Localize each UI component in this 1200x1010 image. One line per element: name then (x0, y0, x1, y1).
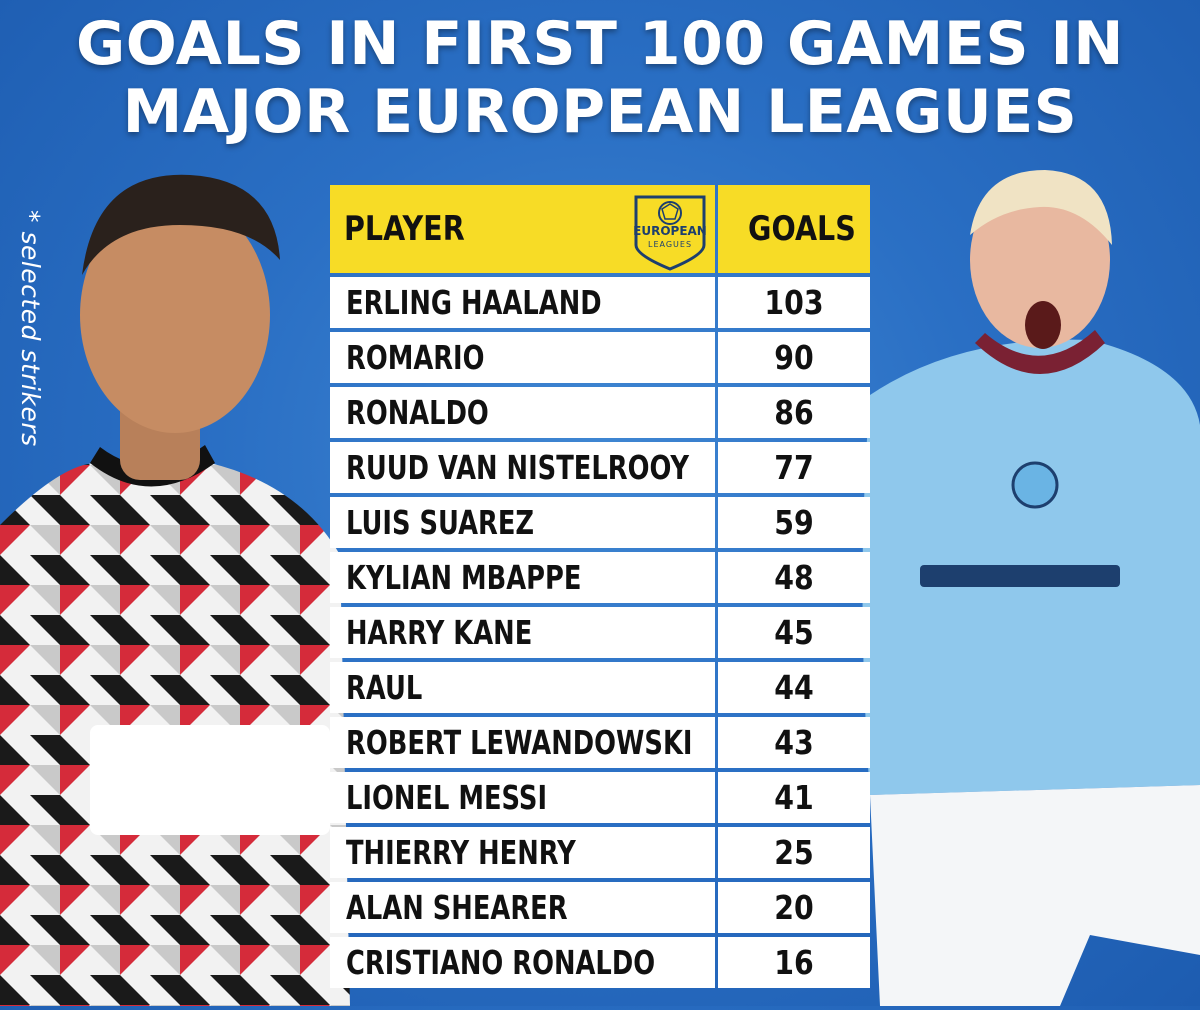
player-cell: KYLIAN MBAPPE (330, 552, 715, 603)
goals-cell: 45 (718, 607, 870, 658)
player-name: RUUD VAN NISTELROOY (346, 448, 690, 487)
table-row: RUUD VAN NISTELROOY 77 (330, 442, 870, 493)
player-name: RONALDO (346, 393, 489, 432)
player-cell: RUUD VAN NISTELROOY (330, 442, 715, 493)
player-name: CRISTIANO RONALDO (346, 943, 656, 982)
player-name: KYLIAN MBAPPE (346, 558, 582, 597)
player-name: THIERRY HENRY (346, 833, 576, 872)
goals-cell: 48 (718, 552, 870, 603)
page-title: GOALS IN FIRST 100 GAMES IN MAJOR EUROPE… (0, 10, 1200, 146)
player-name: ROBERT LEWANDOWSKI (346, 723, 693, 762)
goals-header-cell: GOALS (718, 185, 870, 273)
goals-value: 77 (774, 448, 814, 487)
player-cell: ALAN SHEARER (330, 882, 715, 933)
goals-cell: 77 (718, 442, 870, 493)
left-player-illustration (0, 165, 390, 1006)
goals-value: 44 (774, 668, 814, 707)
goals-cell: 41 (718, 772, 870, 823)
player-name: LUIS SUAREZ (346, 503, 535, 542)
table-row: ERLING HAALAND 103 (330, 277, 870, 328)
player-name: ROMARIO (346, 338, 485, 377)
goals-cell: 59 (718, 497, 870, 548)
goals-value: 45 (774, 613, 814, 652)
goals-value: 20 (774, 888, 814, 927)
table-body: ERLING HAALAND 103 ROMARIO 90 RONALDO 86 RUUD … (330, 277, 870, 992)
selected-strikers-note: * selected strikers (16, 210, 45, 447)
goals-value: 16 (774, 943, 814, 982)
player-cell: ERLING HAALAND (330, 277, 715, 328)
player-column-header: PLAYER (344, 209, 465, 249)
goals-value: 41 (774, 778, 814, 817)
table-row: HARRY KANE 45 (330, 607, 870, 658)
table-row: KYLIAN MBAPPE 48 (330, 552, 870, 603)
european-leagues-logo: EUROPEAN LEAGUES (626, 189, 714, 273)
player-cell: RAUL (330, 662, 715, 713)
logo-text-leagues: LEAGUES (647, 240, 693, 249)
table-row: RONALDO 86 (330, 387, 870, 438)
player-cell: ROMARIO (330, 332, 715, 383)
goals-value: 43 (774, 723, 814, 762)
table-row: ALAN SHEARER 20 (330, 882, 870, 933)
title-line-1: GOALS IN FIRST 100 GAMES IN (75, 9, 1125, 79)
right-player-illustration (760, 165, 1200, 1006)
table-row: ROBERT LEWANDOWSKI 43 (330, 717, 870, 768)
goals-value: 25 (774, 833, 814, 872)
goals-cell: 25 (718, 827, 870, 878)
player-cell: THIERRY HENRY (330, 827, 715, 878)
logo-text-european: EUROPEAN (633, 224, 707, 238)
player-cell: LIONEL MESSI (330, 772, 715, 823)
table-header: PLAYER EUROPEAN LEAGUES GOALS (330, 185, 870, 273)
player-name: LIONEL MESSI (346, 778, 548, 817)
goals-column-header: GOALS (748, 209, 856, 249)
player-cell: CRISTIANO RONALDO (330, 937, 715, 988)
table-row: ROMARIO 90 (330, 332, 870, 383)
title-line-2: MAJOR EUROPEAN LEAGUES (122, 77, 1078, 147)
goals-cell: 44 (718, 662, 870, 713)
goals-value: 59 (774, 503, 814, 542)
player-header-cell: PLAYER EUROPEAN LEAGUES (330, 185, 715, 273)
player-name: HARRY KANE (346, 613, 533, 652)
table-row: LIONEL MESSI 41 (330, 772, 870, 823)
goals-value: 48 (774, 558, 814, 597)
table-row: THIERRY HENRY 25 (330, 827, 870, 878)
goals-value: 103 (764, 283, 824, 322)
goals-table: PLAYER EUROPEAN LEAGUES GOALS ERLING HAA… (330, 185, 870, 988)
goals-value: 90 (774, 338, 814, 377)
player-name: ERLING HAALAND (346, 283, 602, 322)
goals-cell: 86 (718, 387, 870, 438)
player-cell: LUIS SUAREZ (330, 497, 715, 548)
table-row: CRISTIANO RONALDO 16 (330, 937, 870, 988)
player-name: ALAN SHEARER (346, 888, 568, 927)
goals-cell: 20 (718, 882, 870, 933)
player-name: RAUL (346, 668, 423, 707)
table-row: RAUL 44 (330, 662, 870, 713)
table-row: LUIS SUAREZ 59 (330, 497, 870, 548)
player-cell: HARRY KANE (330, 607, 715, 658)
goals-cell: 43 (718, 717, 870, 768)
player-cell: ROBERT LEWANDOWSKI (330, 717, 715, 768)
goals-cell: 90 (718, 332, 870, 383)
goals-cell: 103 (718, 277, 870, 328)
goals-value: 86 (774, 393, 814, 432)
goals-cell: 16 (718, 937, 870, 988)
player-cell: RONALDO (330, 387, 715, 438)
